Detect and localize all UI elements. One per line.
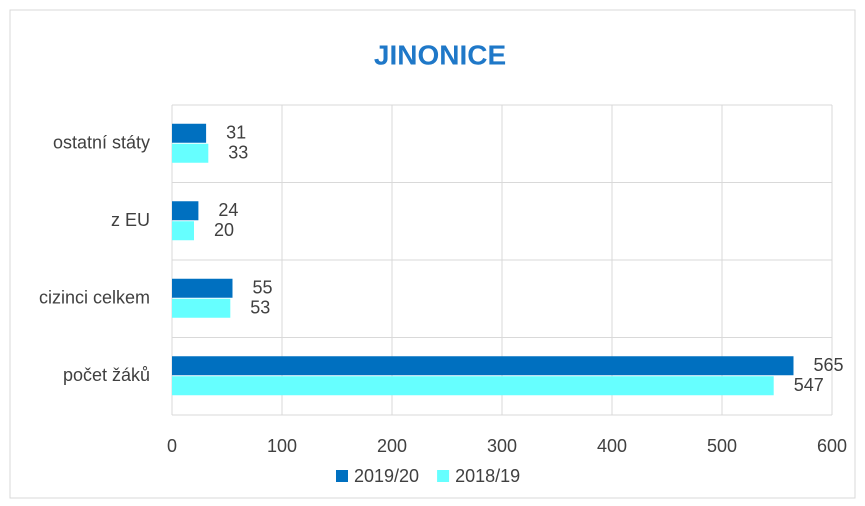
chart-frame	[9, 9, 856, 499]
value-label: 33	[228, 143, 248, 163]
x-tick-label: 500	[707, 436, 737, 456]
x-tick-label: 100	[267, 436, 297, 456]
x-tick-label: 600	[817, 436, 847, 456]
bar	[172, 356, 794, 376]
y-tick-label: počet žáků	[63, 365, 150, 385]
value-label: 20	[214, 220, 234, 240]
legend-swatch	[336, 470, 348, 482]
chart-title: JINONICE	[374, 39, 506, 70]
x-tick-label: 400	[597, 436, 627, 456]
value-label: 53	[250, 298, 270, 318]
bar	[172, 123, 207, 143]
x-tick-label: 200	[377, 436, 407, 456]
bar	[172, 278, 233, 298]
bar	[172, 143, 209, 163]
bar	[172, 201, 199, 221]
legend-label: 2019/20	[354, 466, 419, 486]
value-label: 31	[226, 123, 246, 143]
value-label: 55	[253, 278, 273, 298]
legend-label: 2018/19	[455, 466, 520, 486]
value-label: 547	[794, 375, 824, 395]
bar	[172, 376, 774, 396]
value-label: 24	[218, 200, 238, 220]
bar	[172, 298, 231, 318]
y-tick-label: z EU	[111, 210, 150, 230]
x-tick-label: 300	[487, 436, 517, 456]
value-label: 565	[814, 355, 844, 375]
legend-swatch	[437, 470, 450, 482]
bar	[172, 221, 194, 241]
y-tick-label: ostatní státy	[53, 133, 150, 153]
y-tick-label: cizinci celkem	[39, 288, 150, 308]
x-tick-label: 0	[167, 436, 177, 456]
